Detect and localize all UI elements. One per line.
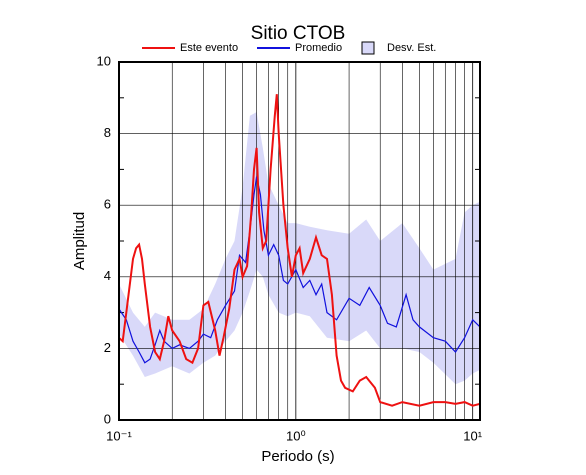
series-line [119, 176, 480, 364]
y-tick-label: 4 [104, 268, 111, 283]
y-tick-label: 10 [97, 53, 111, 68]
x-tick-label: 10⁻¹ [106, 428, 132, 443]
series-line [119, 94, 480, 407]
legend-label: Desv. Est. [387, 42, 436, 54]
chart-title: Sitio CTOB [251, 23, 346, 44]
legend-swatch [361, 41, 375, 55]
x-tick-label: 10¹ [463, 428, 482, 443]
plot-frame [118, 61, 481, 421]
y-tick-label: 0 [104, 411, 111, 426]
legend-label: Promedio [295, 42, 342, 54]
x-axis-label: Periodo (s) [261, 448, 334, 465]
x-tick-label: 10⁰ [286, 428, 306, 443]
y-tick-label: 6 [104, 197, 111, 212]
y-tick-label: 2 [104, 340, 111, 355]
y-axis-label: Amplitud [71, 212, 88, 270]
y-tick-label: 8 [104, 125, 111, 140]
legend-label: Este evento [180, 42, 238, 54]
